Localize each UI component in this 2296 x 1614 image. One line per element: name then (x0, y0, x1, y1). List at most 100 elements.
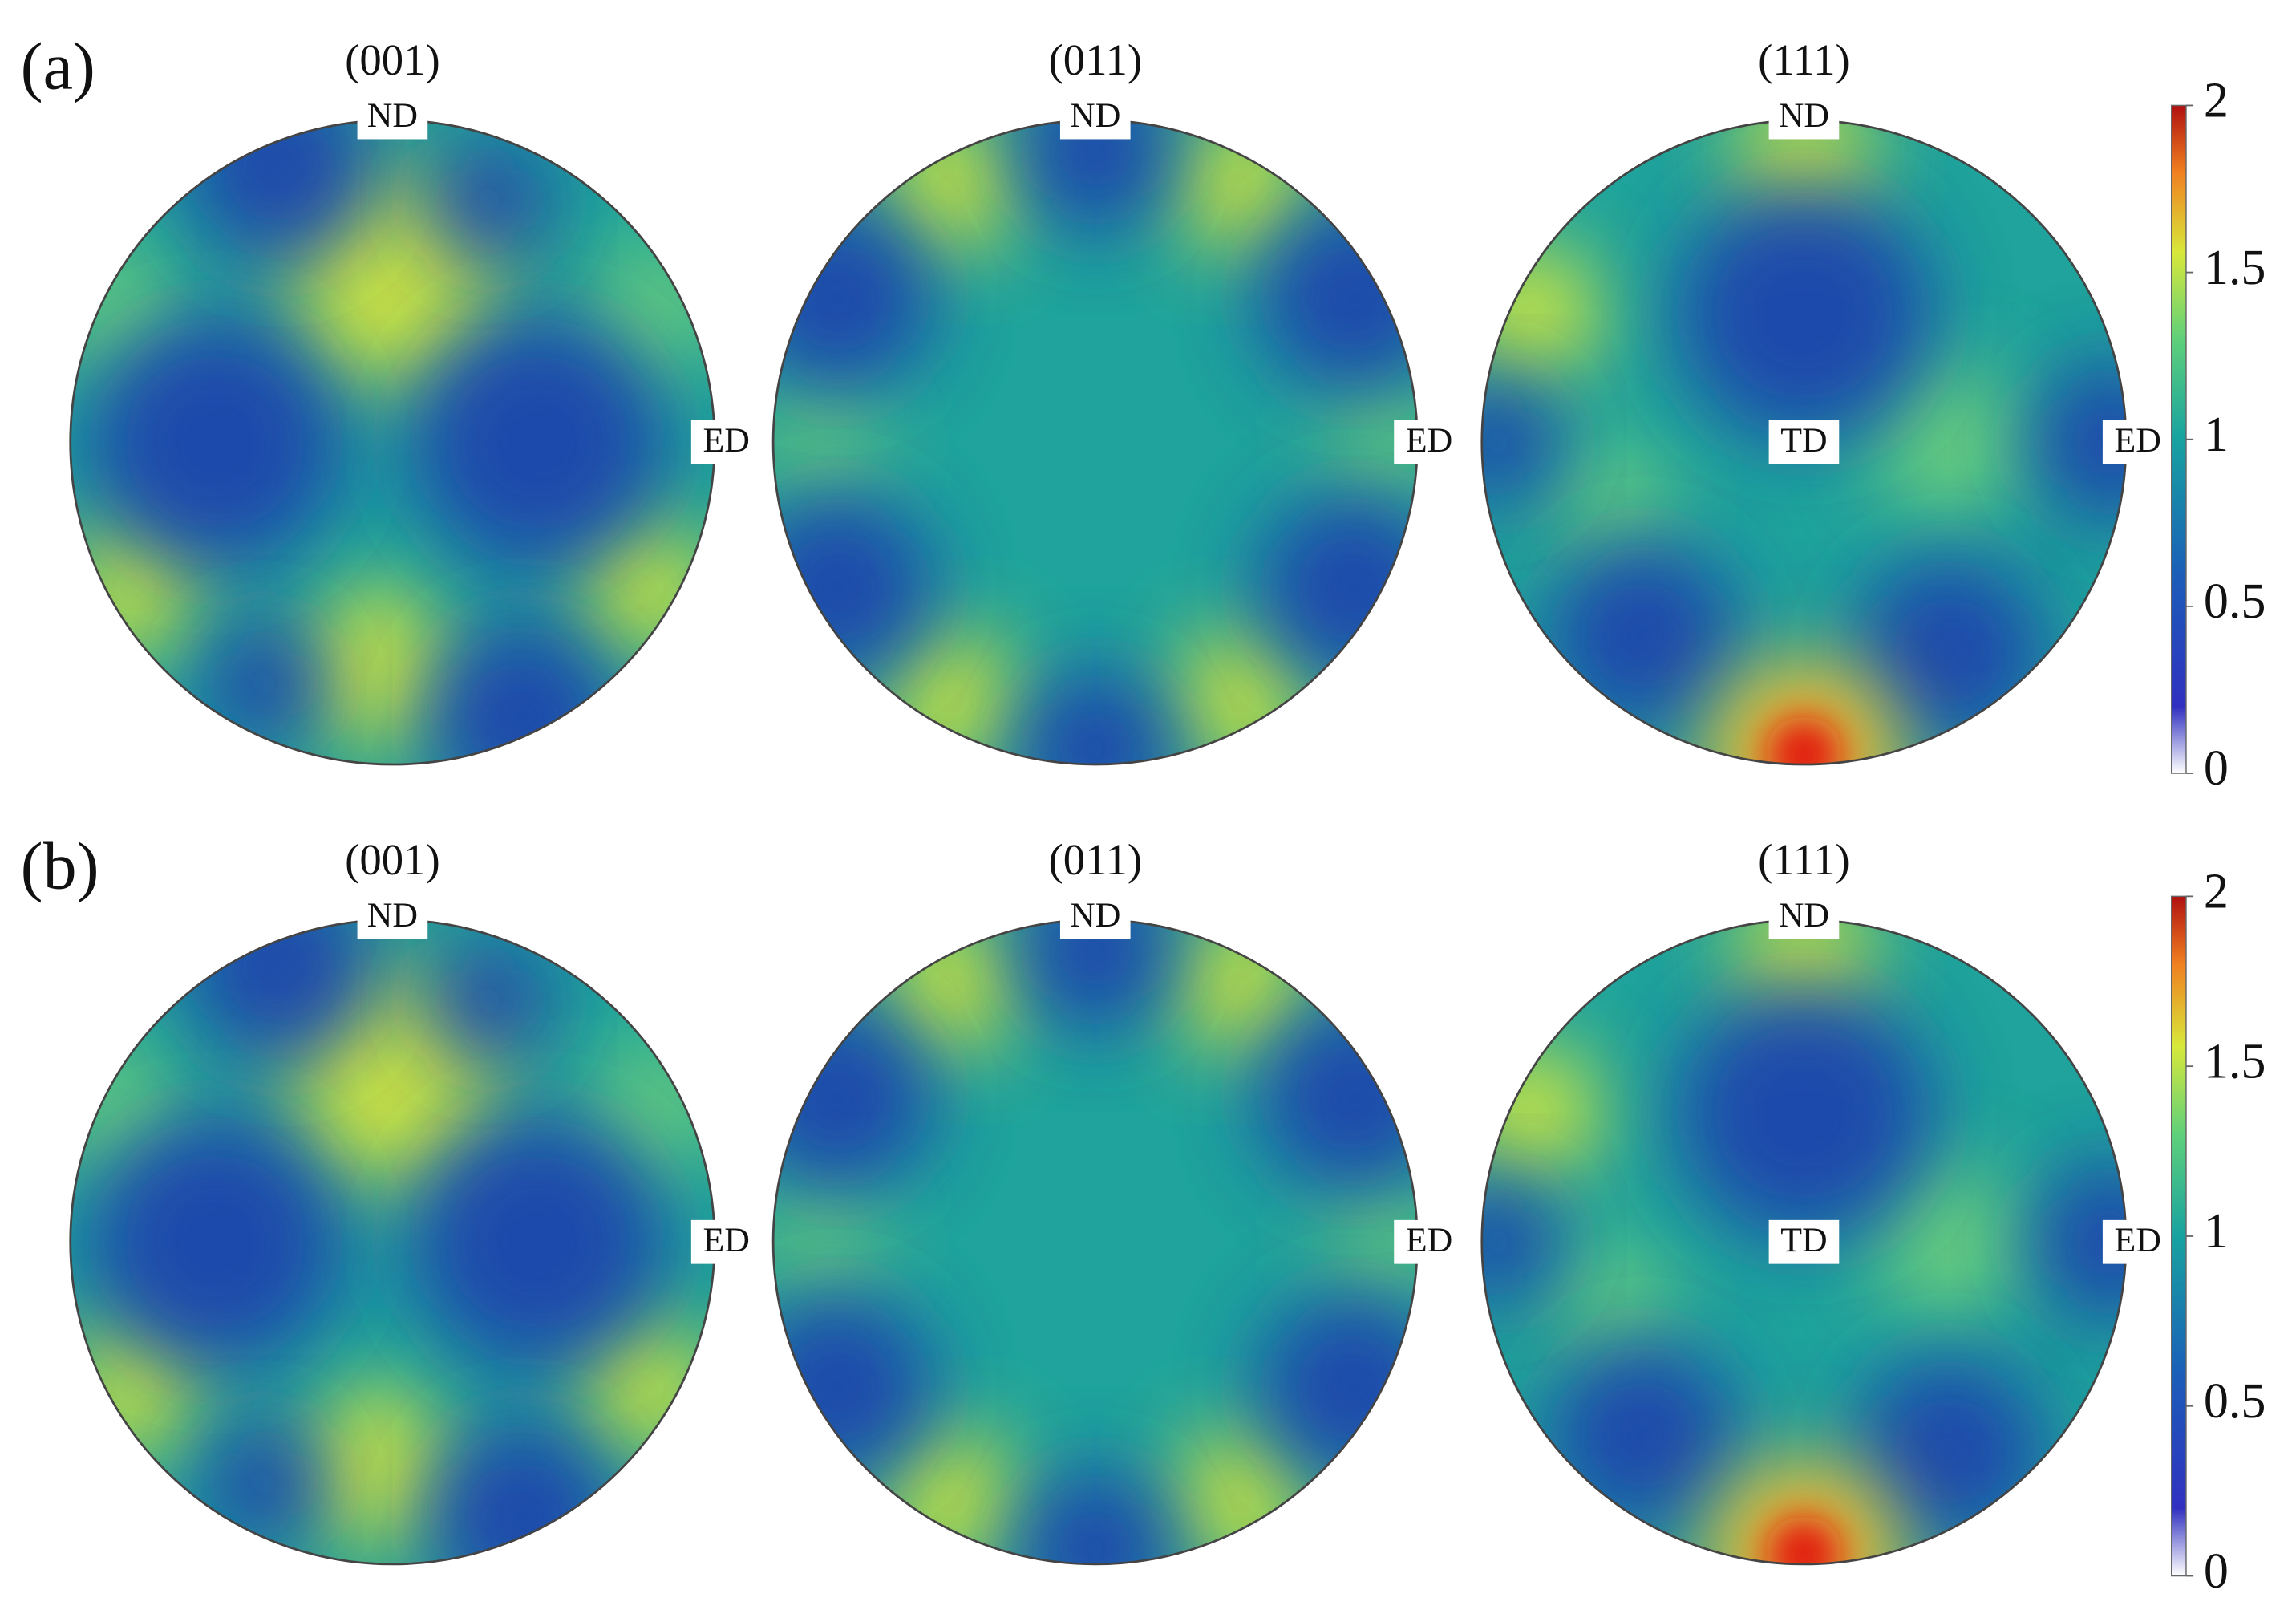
intensity-blob (424, 1419, 618, 1564)
intensity-blob (1868, 361, 2030, 523)
axis-label: ED (1406, 1221, 1452, 1259)
colorbar (2170, 895, 2187, 1577)
colorbar-tick-label: 2 (2204, 865, 2229, 919)
intensity-blob (183, 120, 377, 266)
pole-figure-title: (111) (1758, 35, 1850, 84)
intensity-blob (424, 136, 554, 266)
intensity-blob (1320, 1177, 1418, 1307)
intensity-blob (86, 313, 345, 572)
intensity-blob (1481, 378, 1563, 507)
pole-figure-title: (001) (345, 835, 440, 884)
axis-label: ND (1779, 96, 1829, 135)
intensity-blob (199, 1419, 329, 1548)
axis-label: TD (1780, 421, 1827, 460)
pole-figure-title: (111) (1758, 835, 1850, 884)
intensity-blob (1765, 716, 1843, 765)
axis-label: ED (2115, 421, 2161, 460)
pole-figure-bg (70, 120, 715, 765)
colorbar-tick-label: 0 (2204, 741, 2229, 796)
colorbar-tick-label: 1 (2204, 1204, 2229, 1259)
label-box (1768, 420, 1840, 464)
intensity-blob (773, 1000, 934, 1194)
intensity-blob (1256, 1000, 1418, 1194)
label-box (690, 420, 762, 464)
intensity-blob (295, 1387, 457, 1548)
intensity-blob (773, 490, 934, 684)
intensity-blob (1014, 667, 1176, 765)
intensity-blob (1546, 538, 1740, 732)
intensity-blob (295, 587, 457, 748)
label-box (1768, 95, 1840, 140)
intensity-blob (1674, 185, 1934, 443)
intensity-blob (424, 619, 618, 765)
colorbar-tick-label: 0.5 (2204, 1374, 2266, 1429)
colorbar-tick-label: 1 (2204, 408, 2229, 462)
intensity-blob (1481, 1042, 1602, 1184)
intensity-blob (773, 201, 934, 395)
label-box (690, 1219, 762, 1264)
axis-label: ED (703, 1221, 749, 1259)
intensity-blob (1765, 1515, 1843, 1564)
label-box (1394, 420, 1464, 464)
intensity-blob (1256, 490, 1418, 684)
pole-figure-bg (773, 120, 1418, 765)
label-box (1059, 894, 1131, 939)
label-box (357, 894, 428, 939)
intensity-blob (1256, 201, 1418, 395)
intensity-blob (1256, 1290, 1418, 1484)
pole-figure-bg (70, 919, 715, 1564)
colorbar-tick-label: 1.5 (2204, 241, 2266, 295)
intensity-blob (1546, 1338, 1740, 1532)
pole-figure (773, 120, 1418, 765)
pole-figure-title: (011) (1048, 35, 1142, 84)
panel: (b) (001) ND ED (011) ND ED (111) ND TD ED 0 0.5 1 1.5… (21, 829, 2266, 1599)
panel: (a) (001) ND ED (011) ND ED (111) ND TD ED 0 0.5 1 1.5… (21, 30, 2266, 797)
intensity-blob (1868, 1161, 2030, 1323)
label-box (1394, 1219, 1464, 1264)
label-box (2102, 1219, 2173, 1264)
colorbar-tick-label: 0 (2204, 1544, 2229, 1599)
intensity-blob (1014, 1467, 1176, 1564)
axis-label: ND (1070, 896, 1120, 935)
intensity-blob (183, 919, 377, 1065)
intensity-blob (1014, 120, 1176, 233)
label-box (1059, 95, 1131, 140)
intensity-blob (408, 313, 666, 572)
axis-label: ND (367, 96, 418, 135)
pole-figure-bg (773, 919, 1418, 1564)
colorbar-tick-label: 0.5 (2204, 574, 2266, 629)
intensity-blob (424, 935, 554, 1065)
intensity-blob (199, 619, 329, 748)
pole-figure (773, 919, 1418, 1564)
pole-figure-title: (011) (1048, 835, 1142, 884)
pole-figure (70, 919, 715, 1564)
label-box (357, 95, 428, 140)
panel-label: (b) (21, 829, 99, 903)
axis-label: ND (1779, 896, 1829, 935)
pole-figure-title: (001) (345, 35, 440, 84)
colorbar (2170, 104, 2187, 774)
intensity-blob (408, 1113, 666, 1371)
axis-label: ED (703, 421, 749, 460)
axis-label: ND (1070, 96, 1120, 135)
label-box (1768, 894, 1840, 939)
intensity-blob (1014, 919, 1176, 1033)
label-box (1768, 1219, 1840, 1264)
intensity-blob (773, 378, 886, 507)
label-box (2102, 420, 2173, 464)
intensity-blob (1481, 242, 1602, 385)
axis-label: ED (1406, 421, 1452, 460)
axis-label: ED (2115, 1221, 2161, 1259)
panel-label: (a) (21, 30, 95, 104)
colorbar-tick-label: 1.5 (2204, 1034, 2266, 1089)
intensity-blob (773, 1290, 934, 1484)
axis-label: TD (1780, 1221, 1827, 1259)
intensity-blob (1481, 1177, 1563, 1307)
axis-label: ND (367, 896, 418, 935)
pole-figure (1481, 120, 2127, 765)
intensity-blob (773, 1177, 886, 1307)
intensity-blob (1320, 378, 1418, 507)
colorbar-tick-label: 2 (2204, 74, 2229, 128)
